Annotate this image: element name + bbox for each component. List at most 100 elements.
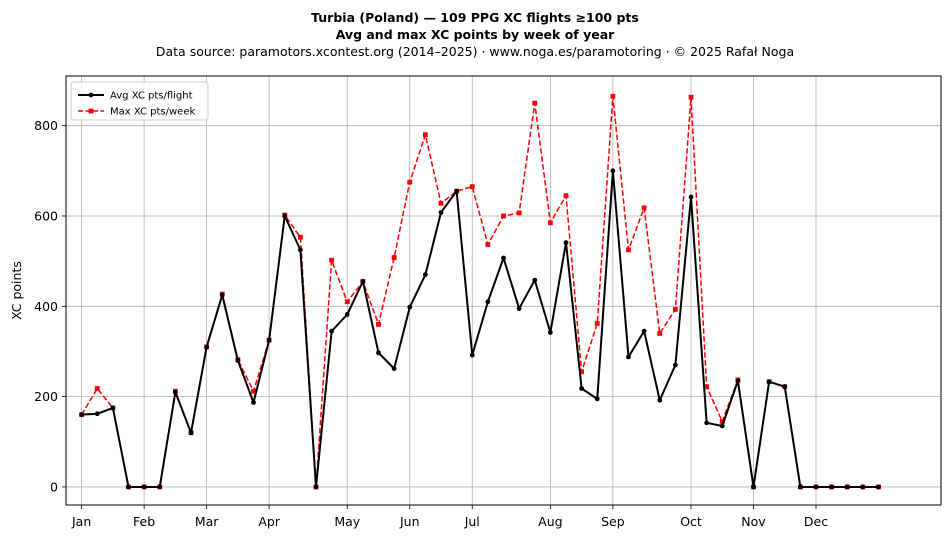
data-point <box>251 388 256 394</box>
data-point <box>751 484 756 490</box>
y-tick-label: 200 <box>34 389 58 404</box>
data-point <box>641 328 647 334</box>
data-point <box>141 484 147 490</box>
grid-lines <box>66 76 941 505</box>
data-point <box>126 484 131 490</box>
data-point <box>391 366 397 372</box>
x-tick-label: Dec <box>804 514 828 529</box>
data-point <box>266 337 272 343</box>
series-line <box>81 169 879 488</box>
plot-frame <box>65 75 942 506</box>
data-point <box>516 210 522 216</box>
data-point <box>407 304 413 310</box>
data-point <box>157 484 163 490</box>
data-point <box>219 292 225 298</box>
data-point <box>344 312 350 317</box>
data-point <box>235 358 241 363</box>
series-line <box>80 95 879 488</box>
chart-titles: Turbia (Poland) — 109 PPG XC flights ≥10… <box>0 9 950 60</box>
data-point <box>501 213 506 219</box>
data-point <box>313 484 319 490</box>
data-point <box>782 384 788 390</box>
data-point <box>469 184 475 190</box>
data-point <box>422 132 428 138</box>
data-point <box>110 405 116 411</box>
data-point <box>563 240 569 246</box>
data-point <box>469 352 475 358</box>
data-point <box>485 242 491 247</box>
data-point <box>844 484 850 490</box>
data-point <box>485 299 491 305</box>
data-point <box>438 209 444 215</box>
data-point <box>641 205 647 211</box>
legend-swatch-marker <box>88 92 94 98</box>
data-point <box>563 193 569 199</box>
data-point <box>422 272 428 278</box>
data-point <box>251 400 256 405</box>
chart-title: Turbia (Poland) — 109 PPG XC flights ≥10… <box>311 10 639 25</box>
data-point <box>704 384 710 390</box>
data-point <box>876 484 881 490</box>
data-point <box>94 386 100 391</box>
data-point <box>672 307 678 312</box>
x-tick-label: Jul <box>464 514 480 529</box>
x-tick-label: Mar <box>195 514 219 529</box>
data-point <box>438 200 444 206</box>
data-point <box>579 369 585 375</box>
data-point <box>688 194 694 200</box>
legend-swatch-marker <box>88 108 94 114</box>
legend-label: Avg XC pts/flight <box>110 91 193 102</box>
data-point <box>376 350 381 356</box>
x-tick-label: Nov <box>741 514 766 529</box>
data-point <box>344 299 350 305</box>
data-point <box>297 234 303 240</box>
series-layer <box>79 93 881 490</box>
data-point <box>94 411 100 417</box>
data-point <box>454 188 460 194</box>
data-point <box>719 423 725 429</box>
x-tick-label: Jan <box>71 514 91 529</box>
data-point <box>657 397 663 403</box>
data-point <box>610 168 616 174</box>
y-tick-label: 800 <box>34 118 58 133</box>
x-tick-label: Aug <box>538 514 562 529</box>
data-point <box>657 331 663 336</box>
series-1 <box>79 93 881 490</box>
y-axis-label: XC points <box>9 261 24 320</box>
data-point <box>282 213 288 219</box>
data-point <box>860 484 866 490</box>
x-tick-label: Sep <box>601 514 625 529</box>
data-point <box>610 93 616 99</box>
data-point <box>376 321 381 327</box>
data-point <box>329 257 335 263</box>
data-point <box>532 277 538 283</box>
data-point <box>626 247 631 253</box>
data-point <box>626 354 631 360</box>
series-0 <box>79 168 881 490</box>
data-point <box>547 330 553 335</box>
x-tick-label: Oct <box>680 514 702 529</box>
data-point <box>829 484 835 490</box>
x-axis: Jan Feb Mar Apr May Jun Jul Aug Sep Oct Nov Dec <box>71 505 828 529</box>
data-point <box>501 255 506 261</box>
data-point <box>672 362 678 368</box>
legend-box <box>70 81 209 121</box>
legend: Avg XC pts/flight Max XC pts/week <box>70 81 209 121</box>
x-tick-label: Feb <box>133 514 155 529</box>
data-source-line: Data source: paramotors.xcontest.org (20… <box>155 44 795 59</box>
y-axis: 0 200 400 600 800 <box>34 118 66 494</box>
data-point <box>188 430 194 436</box>
y-tick-label: 400 <box>34 299 58 314</box>
data-point <box>204 344 210 350</box>
data-point <box>297 247 303 253</box>
data-point <box>547 220 553 226</box>
data-point <box>391 255 397 260</box>
data-point <box>704 420 710 426</box>
data-point <box>407 179 413 185</box>
y-tick-label: 600 <box>34 208 58 223</box>
chart-subtitle: Avg and max XC points by week of year <box>335 27 615 42</box>
data-point <box>579 386 585 391</box>
legend-label: Max XC pts/week <box>110 107 195 118</box>
data-point <box>813 484 819 490</box>
